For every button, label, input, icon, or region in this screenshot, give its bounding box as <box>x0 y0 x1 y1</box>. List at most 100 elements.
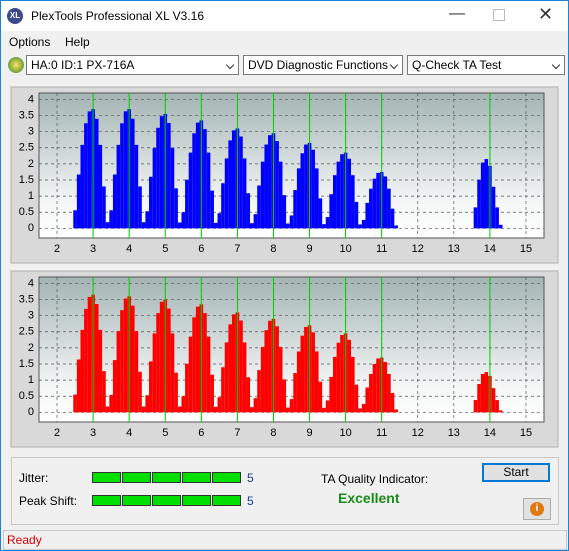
bar <box>376 172 380 229</box>
bar <box>498 224 503 229</box>
x-tick-label: 10 <box>339 427 351 439</box>
bar <box>149 176 153 229</box>
bar <box>390 208 395 229</box>
bar <box>105 222 110 229</box>
status-text: Ready <box>7 533 42 547</box>
bar <box>260 346 265 413</box>
bar <box>351 175 355 229</box>
bar <box>206 152 211 229</box>
x-tick-label: 6 <box>198 243 204 255</box>
bar <box>80 329 85 413</box>
bar <box>213 406 218 413</box>
y-tick-label: 1.5 <box>19 358 34 370</box>
indicator-label: Jitter: <box>19 471 49 485</box>
start-button[interactable]: Start <box>482 463 550 482</box>
bar <box>390 393 395 413</box>
bar <box>130 305 135 413</box>
bar <box>224 158 229 229</box>
results-panel <box>11 457 559 525</box>
bar <box>351 356 355 413</box>
x-tick-label: 14 <box>484 243 496 255</box>
bar <box>98 144 103 229</box>
bar <box>358 408 362 413</box>
x-tick-label: 8 <box>270 427 276 439</box>
y-tick-label: 2.5 <box>19 326 34 338</box>
bar <box>152 333 157 413</box>
bar <box>491 388 496 413</box>
bar <box>491 186 496 229</box>
x-tick-label: 14 <box>484 427 496 439</box>
bar <box>185 363 189 413</box>
app-icon: XL <box>7 8 23 24</box>
bar <box>495 207 499 229</box>
x-tick-label: 11 <box>376 243 387 255</box>
bar <box>311 332 315 413</box>
bar <box>112 174 117 229</box>
x-tick-label: 2 <box>54 243 60 255</box>
menu-item[interactable]: Help <box>65 35 90 49</box>
bar <box>318 198 323 229</box>
indicator-segment <box>92 472 121 483</box>
bar <box>498 410 503 413</box>
bar <box>311 149 315 229</box>
bar <box>174 188 178 229</box>
bar <box>347 339 352 413</box>
bar <box>116 144 121 229</box>
bar <box>268 320 272 413</box>
bar <box>141 406 146 413</box>
bar <box>76 174 81 229</box>
bar <box>174 372 178 413</box>
bar <box>253 214 258 229</box>
indicator-value: 5 <box>247 471 254 485</box>
bar <box>145 395 150 413</box>
bar <box>394 225 398 229</box>
x-tick-label: 3 <box>90 427 96 439</box>
y-tick-label: 2 <box>28 342 34 354</box>
bar <box>221 367 225 413</box>
bar <box>289 215 294 229</box>
x-tick-label: 5 <box>162 243 168 255</box>
bar <box>314 351 319 413</box>
function-select[interactable]: DVD Diagnostic Functions <box>243 55 403 75</box>
y-tick-label: 0.5 <box>19 206 34 218</box>
x-tick-label: 15 <box>520 427 532 439</box>
bar <box>296 351 301 413</box>
minimize-button[interactable]: — <box>449 5 465 22</box>
title-bar <box>1 1 568 31</box>
bar <box>318 381 323 413</box>
bar <box>159 301 164 413</box>
drive-select[interactable]: HA:0 ID:1 PX-716A <box>26 55 239 75</box>
indicator-segment <box>122 495 151 506</box>
bar <box>170 333 175 413</box>
bar <box>112 360 117 413</box>
x-tick-label: 6 <box>198 427 204 439</box>
bar <box>372 364 377 413</box>
bar <box>250 223 254 229</box>
menu-item[interactable]: Options <box>9 35 51 49</box>
x-tick-label: 4 <box>126 427 132 439</box>
bar <box>156 127 160 229</box>
test-select[interactable]: Q-Check TA Test <box>407 55 565 75</box>
quality-label: TA Quality Indicator: <box>321 472 429 486</box>
bar <box>264 330 269 413</box>
bar <box>242 158 247 229</box>
close-button[interactable]: ✕ <box>538 4 554 24</box>
bar <box>347 158 352 229</box>
bar <box>167 308 171 413</box>
bar <box>369 373 373 413</box>
indicator-value: 5 <box>247 494 254 508</box>
indicator-segment <box>152 495 181 506</box>
info-button[interactable]: i <box>523 498 551 520</box>
bar <box>296 168 301 229</box>
bar <box>149 361 153 413</box>
bar <box>120 123 124 229</box>
bar <box>473 400 478 413</box>
bar <box>181 396 186 413</box>
bar <box>325 217 330 229</box>
maximize-button[interactable] <box>493 9 505 21</box>
bar <box>152 148 157 229</box>
quality-value: Excellent <box>338 490 400 506</box>
bar <box>138 371 142 413</box>
bar <box>73 394 77 413</box>
bar <box>188 336 193 413</box>
